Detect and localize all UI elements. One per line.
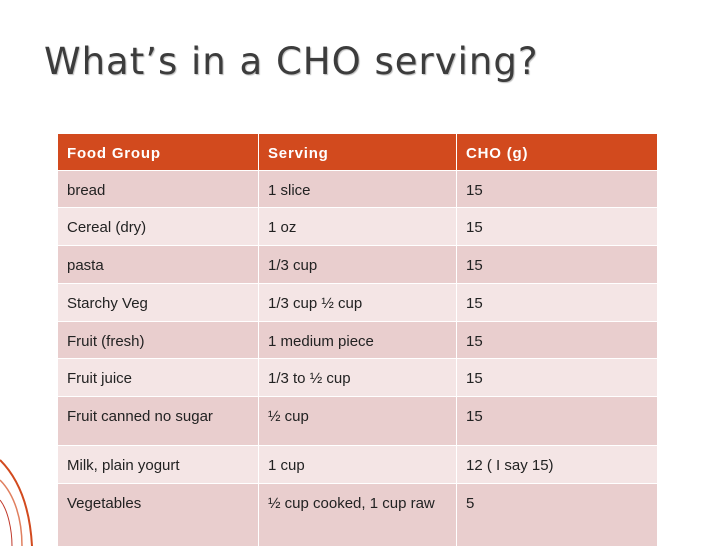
table-row: Fruit juice 1/3 to ½ cup 15 (58, 358, 657, 396)
header-row: Food Group Serving CHO (g) (58, 133, 657, 170)
table-cell: 12 ( I say 15) (456, 446, 657, 483)
table-cell: Fruit juice (67, 370, 133, 387)
table-cell: 15 (456, 359, 657, 396)
table-cell: Milk, plain yogurt (67, 457, 180, 474)
table-row: Fruit canned no sugar ½ cup 15 (58, 396, 657, 445)
table-cell: ½ cup (258, 397, 456, 445)
table-cell: Fruit canned no sugar (67, 408, 213, 425)
header-cell: Food Group (67, 145, 161, 162)
slide-title: What’s in a CHO serving? (44, 40, 539, 83)
header-cell: Serving (258, 134, 456, 170)
table-row: bread 1 slice 15 (58, 170, 657, 207)
table: Food Group Serving CHO (g) bread 1 slice 15 Ce… (58, 133, 657, 546)
table-row: Fruit (fresh) 1 medium piece 15 (58, 321, 657, 358)
table-cell: ½ cup cooked, 1 cup raw (258, 484, 456, 546)
table-cell: 5 (456, 484, 657, 546)
table-cell: pasta (67, 257, 104, 274)
header-cell: CHO (g) (456, 134, 657, 170)
table-cell: 1 oz (258, 208, 456, 245)
table-cell: 1 cup (258, 446, 456, 483)
table-cell: 15 (456, 284, 657, 321)
table-cell: 1/3 cup (258, 246, 456, 283)
table-cell: 1 medium piece (258, 322, 456, 358)
table-cell: 1/3 cup ½ cup (258, 284, 456, 321)
table-cell: 1/3 to ½ cup (258, 359, 456, 396)
decoration (0, 459, 33, 546)
table-cell: bread (67, 182, 106, 199)
table-cell: Fruit (fresh) (67, 333, 145, 350)
table-cell: Cereal (dry) (67, 219, 147, 236)
table-row: pasta 1/3 cup 15 (58, 245, 657, 283)
table-cell: 15 (456, 322, 657, 358)
table-cell: 15 (456, 171, 657, 207)
table-cell: 15 (456, 397, 657, 445)
table-row: Vegetables ½ cup cooked, 1 cup raw 5 (58, 483, 657, 546)
table-cell: Vegetables (67, 495, 142, 512)
table-cell: 1 slice (258, 171, 456, 207)
table-row: Milk, plain yogurt 1 cup 12 ( I say 15) (58, 445, 657, 483)
table-row: Starchy Veg 1/3 cup ½ cup 15 (58, 283, 657, 321)
table-cell: Starchy Veg (67, 295, 148, 312)
table-cell: 15 (456, 246, 657, 283)
table-cell: 15 (456, 208, 657, 245)
table-row: Cereal (dry) 1 oz 15 (58, 207, 657, 245)
